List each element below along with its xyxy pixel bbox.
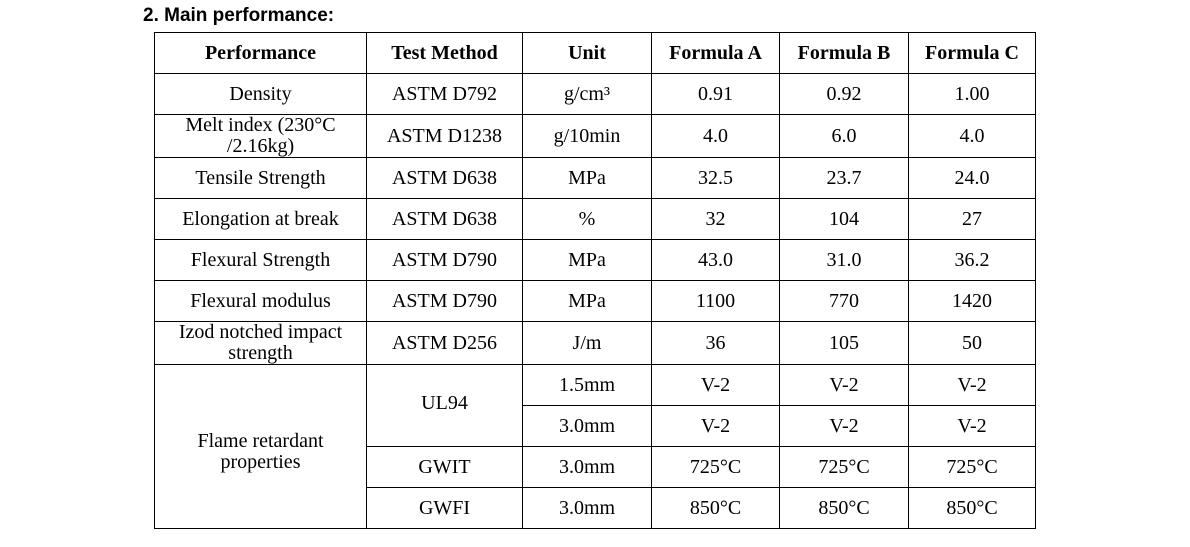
cell-unit: g/10min bbox=[522, 114, 652, 158]
cell-unit: MPa bbox=[522, 280, 652, 322]
cell-unit: MPa bbox=[522, 239, 652, 281]
header-performance: Performance bbox=[154, 32, 367, 74]
table-row: Flexural modulus ASTM D790 MPa 1100 770 … bbox=[154, 280, 1036, 322]
cell-performance: Melt index (230°C /2.16kg) bbox=[154, 114, 367, 158]
table-row: GWFI 3.0mm 850°C 850°C 850°C bbox=[155, 487, 1036, 529]
cell-performance-flame: Flame retardant properties bbox=[154, 364, 367, 529]
cell-unit: J/m bbox=[522, 321, 652, 365]
cell-formula-c: 4.0 bbox=[908, 114, 1036, 158]
header-test-method: Test Method bbox=[366, 32, 523, 74]
cell-formula-a: V-2 bbox=[651, 405, 780, 447]
cell-method: ASTM D792 bbox=[366, 73, 523, 115]
cell-formula-a: 36 bbox=[651, 321, 780, 365]
cell-formula-b: 0.92 bbox=[779, 73, 909, 115]
cell-method: ASTM D638 bbox=[366, 157, 523, 199]
header-unit: Unit bbox=[522, 32, 652, 74]
cell-formula-b: V-2 bbox=[779, 364, 909, 406]
cell-unit: 3.0mm bbox=[522, 487, 652, 529]
table-row: Izod notched impact strength ASTM D256 J… bbox=[154, 321, 1036, 365]
cell-formula-a: V-2 bbox=[651, 364, 780, 406]
cell-method: ASTM D1238 bbox=[366, 114, 523, 158]
header-formula-a: Formula A bbox=[651, 32, 780, 74]
cell-formula-a: 4.0 bbox=[651, 114, 780, 158]
cell-formula-b: 850°C bbox=[779, 487, 909, 529]
cell-performance: Tensile Strength bbox=[154, 157, 367, 199]
cell-formula-c: 36.2 bbox=[908, 239, 1036, 281]
cell-unit: 3.0mm bbox=[522, 405, 652, 447]
table-row: GWIT 3.0mm 725°C 725°C 725°C bbox=[155, 446, 1036, 488]
cell-formula-b: 104 bbox=[779, 198, 909, 240]
cell-formula-a: 32 bbox=[651, 198, 780, 240]
cell-formula-a: 43.0 bbox=[651, 239, 780, 281]
cell-formula-c: 725°C bbox=[908, 446, 1036, 488]
cell-method: GWFI bbox=[366, 487, 523, 529]
section-title: 2. Main performance: bbox=[143, 5, 335, 26]
cell-formula-a: 32.5 bbox=[651, 157, 780, 199]
cell-method: ASTM D790 bbox=[366, 239, 523, 281]
table-row: Melt index (230°C /2.16kg) ASTM D1238 g/… bbox=[154, 114, 1036, 158]
cell-formula-b: 31.0 bbox=[779, 239, 909, 281]
cell-performance: Density bbox=[154, 73, 367, 115]
cell-formula-c: 24.0 bbox=[908, 157, 1036, 199]
cell-method-ul94: UL94 bbox=[366, 364, 523, 447]
cell-formula-a: 0.91 bbox=[651, 73, 780, 115]
table-row: Tensile Strength ASTM D638 MPa 32.5 23.7… bbox=[154, 157, 1036, 199]
cell-unit: 3.0mm bbox=[522, 446, 652, 488]
table-row: Flexural Strength ASTM D790 MPa 43.0 31.… bbox=[154, 239, 1036, 281]
cell-formula-b: V-2 bbox=[779, 405, 909, 447]
cell-method: ASTM D638 bbox=[366, 198, 523, 240]
header-row: Performance Test Method Unit Formula A F… bbox=[154, 32, 1036, 74]
cell-formula-a: 850°C bbox=[651, 487, 780, 529]
cell-performance: Flexural Strength bbox=[154, 239, 367, 281]
cell-formula-b: 23.7 bbox=[779, 157, 909, 199]
cell-formula-c: 850°C bbox=[908, 487, 1036, 529]
cell-performance: Elongation at break bbox=[154, 198, 367, 240]
cell-method: ASTM D790 bbox=[366, 280, 523, 322]
cell-formula-b: 6.0 bbox=[779, 114, 909, 158]
table-row: Elongation at break ASTM D638 % 32 104 2… bbox=[154, 198, 1036, 240]
cell-unit: g/cm³ bbox=[522, 73, 652, 115]
header-formula-b: Formula B bbox=[779, 32, 909, 74]
table-row: Density ASTM D792 g/cm³ 0.91 0.92 1.00 bbox=[154, 73, 1036, 115]
cell-formula-c: 1420 bbox=[908, 280, 1036, 322]
cell-unit: MPa bbox=[522, 157, 652, 199]
header-formula-c: Formula C bbox=[908, 32, 1036, 74]
cell-formula-c: 50 bbox=[908, 321, 1036, 365]
cell-formula-c: V-2 bbox=[908, 405, 1036, 447]
cell-method: ASTM D256 bbox=[366, 321, 523, 365]
cell-formula-c: V-2 bbox=[908, 364, 1036, 406]
cell-formula-c: 27 bbox=[908, 198, 1036, 240]
cell-formula-b: 770 bbox=[779, 280, 909, 322]
table-row: Flame retardant properties UL94 1.5mm V-… bbox=[154, 364, 1036, 529]
performance-table: Performance Test Method Unit Formula A F… bbox=[154, 32, 1036, 529]
cell-formula-a: 1100 bbox=[651, 280, 780, 322]
cell-formula-a: 725°C bbox=[651, 446, 780, 488]
cell-performance: Izod notched impact strength bbox=[154, 321, 367, 365]
cell-unit: % bbox=[522, 198, 652, 240]
cell-formula-b: 725°C bbox=[779, 446, 909, 488]
cell-method: GWIT bbox=[366, 446, 523, 488]
cell-formula-b: 105 bbox=[779, 321, 909, 365]
table-row: 3.0mm V-2 V-2 V-2 bbox=[155, 405, 1036, 447]
cell-performance: Flexural modulus bbox=[154, 280, 367, 322]
cell-formula-c: 1.00 bbox=[908, 73, 1036, 115]
cell-unit: 1.5mm bbox=[522, 364, 652, 406]
